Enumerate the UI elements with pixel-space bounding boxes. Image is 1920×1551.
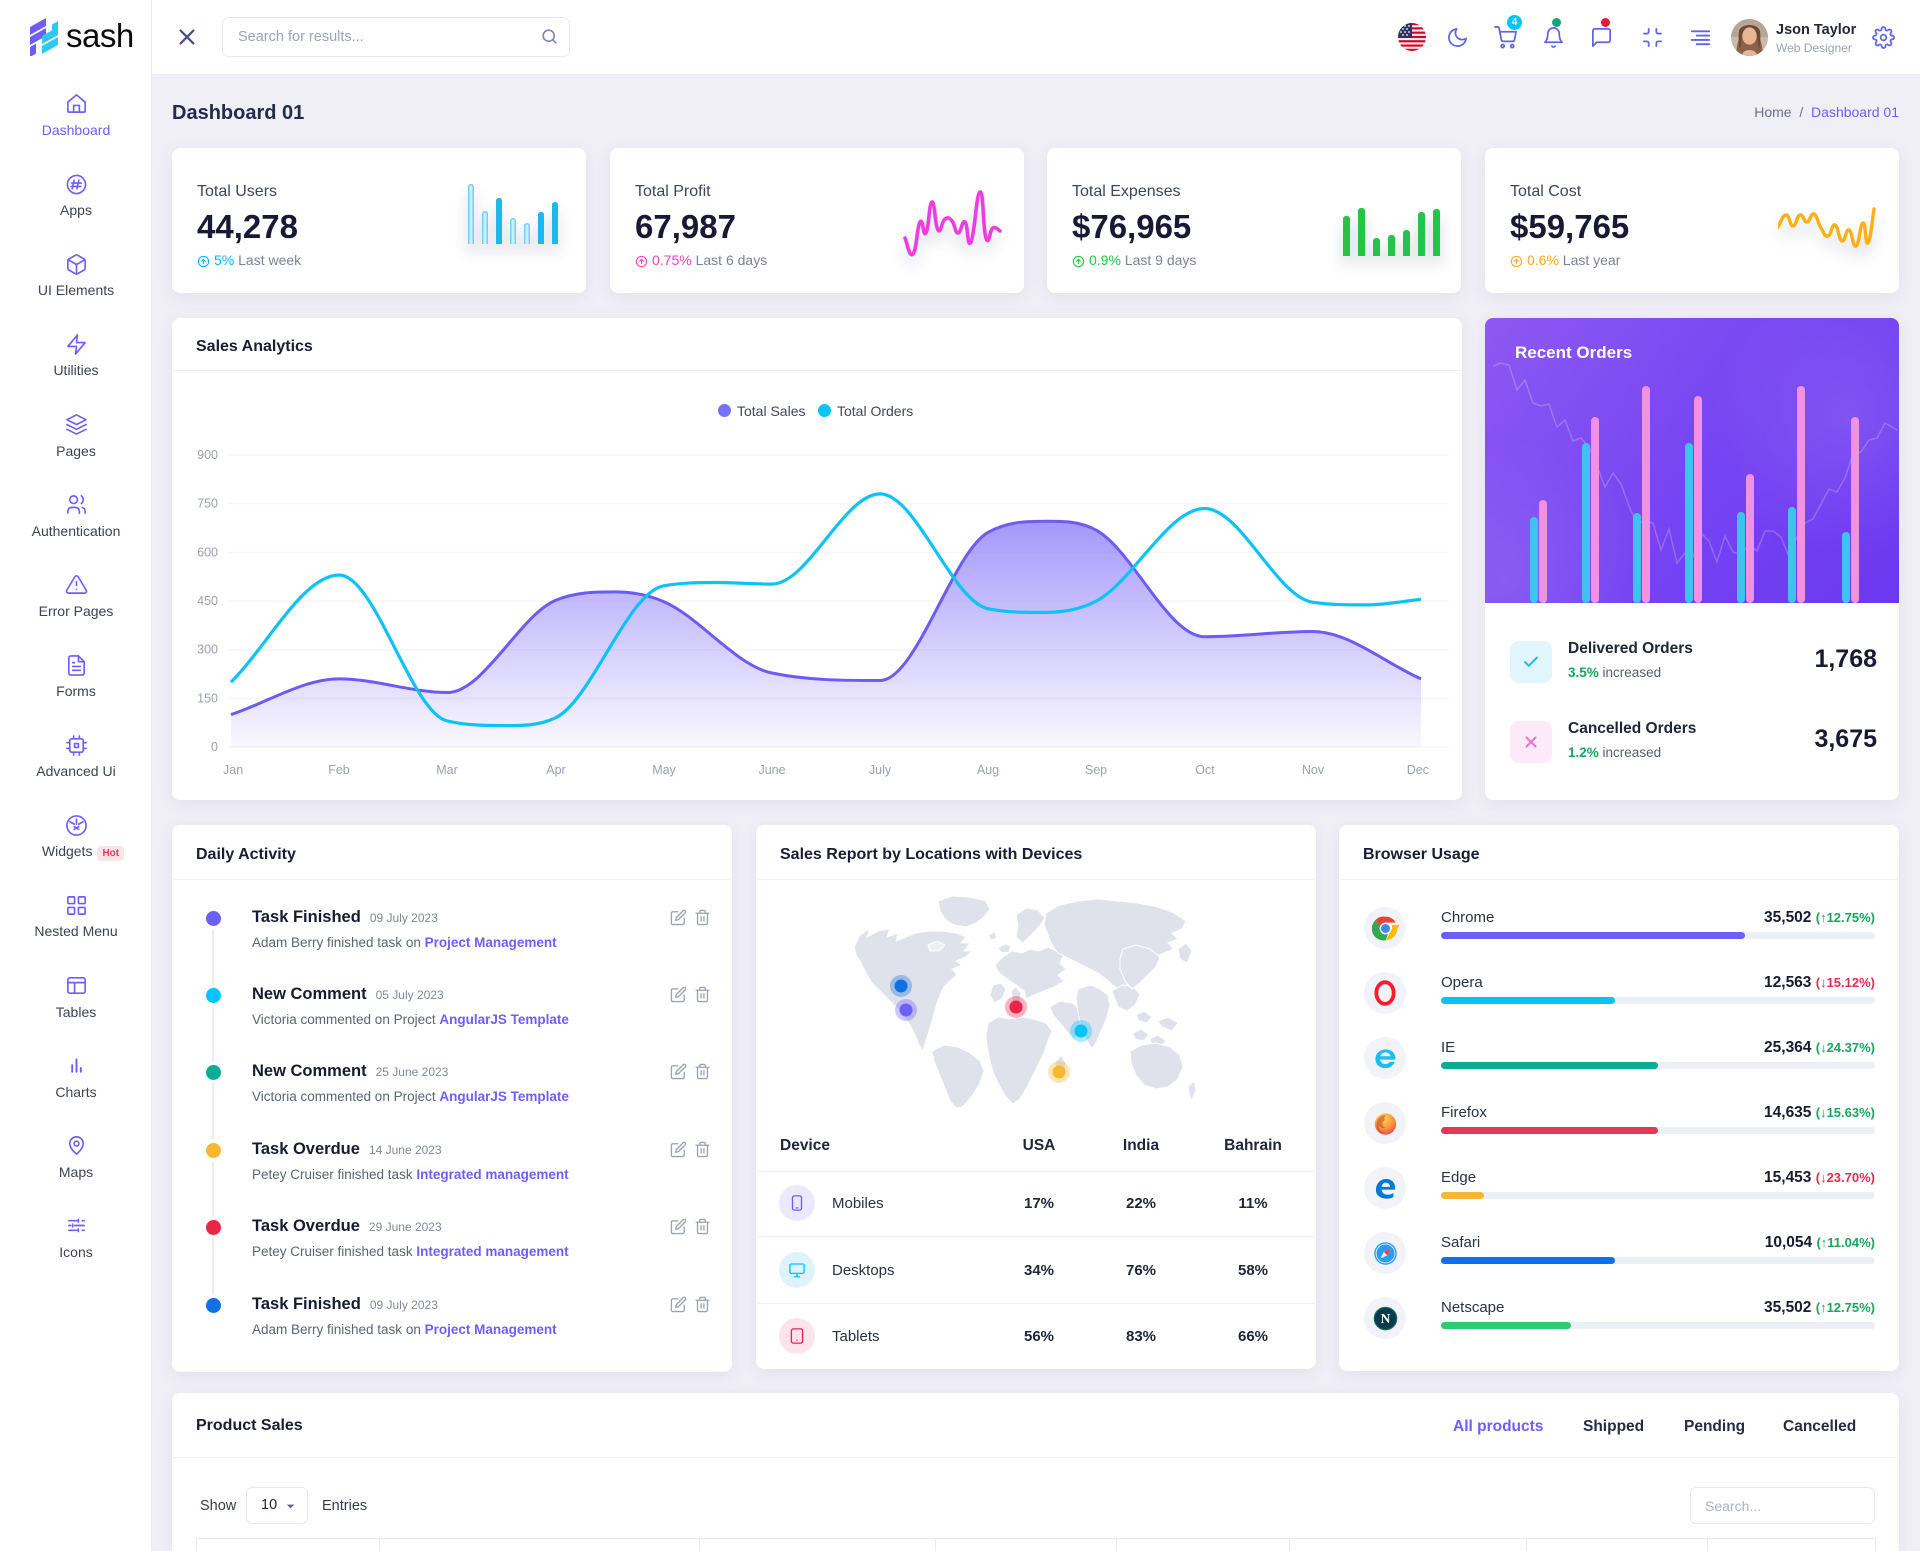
svg-text:July: July (869, 763, 892, 777)
svg-text:450: 450 (197, 594, 218, 608)
svg-text:0: 0 (211, 740, 218, 754)
svg-text:N: N (1380, 1311, 1390, 1326)
svg-text:Nov: Nov (1302, 763, 1325, 777)
svg-text:May: May (652, 763, 676, 777)
svg-text:June: June (758, 763, 785, 777)
svg-text:150: 150 (197, 691, 218, 705)
svg-text:300: 300 (197, 643, 218, 657)
svg-text:Feb: Feb (328, 763, 350, 777)
svg-text:Aug: Aug (977, 763, 999, 777)
svg-text:Mar: Mar (436, 763, 458, 777)
svg-text:600: 600 (197, 545, 218, 559)
svg-text:Dec: Dec (1407, 763, 1429, 777)
svg-text:900: 900 (197, 448, 218, 462)
svg-text:Apr: Apr (546, 763, 565, 777)
svg-text:Sep: Sep (1085, 763, 1107, 777)
svg-text:Jan: Jan (223, 763, 243, 777)
svg-text:750: 750 (197, 497, 218, 511)
svg-text:Oct: Oct (1195, 763, 1215, 777)
